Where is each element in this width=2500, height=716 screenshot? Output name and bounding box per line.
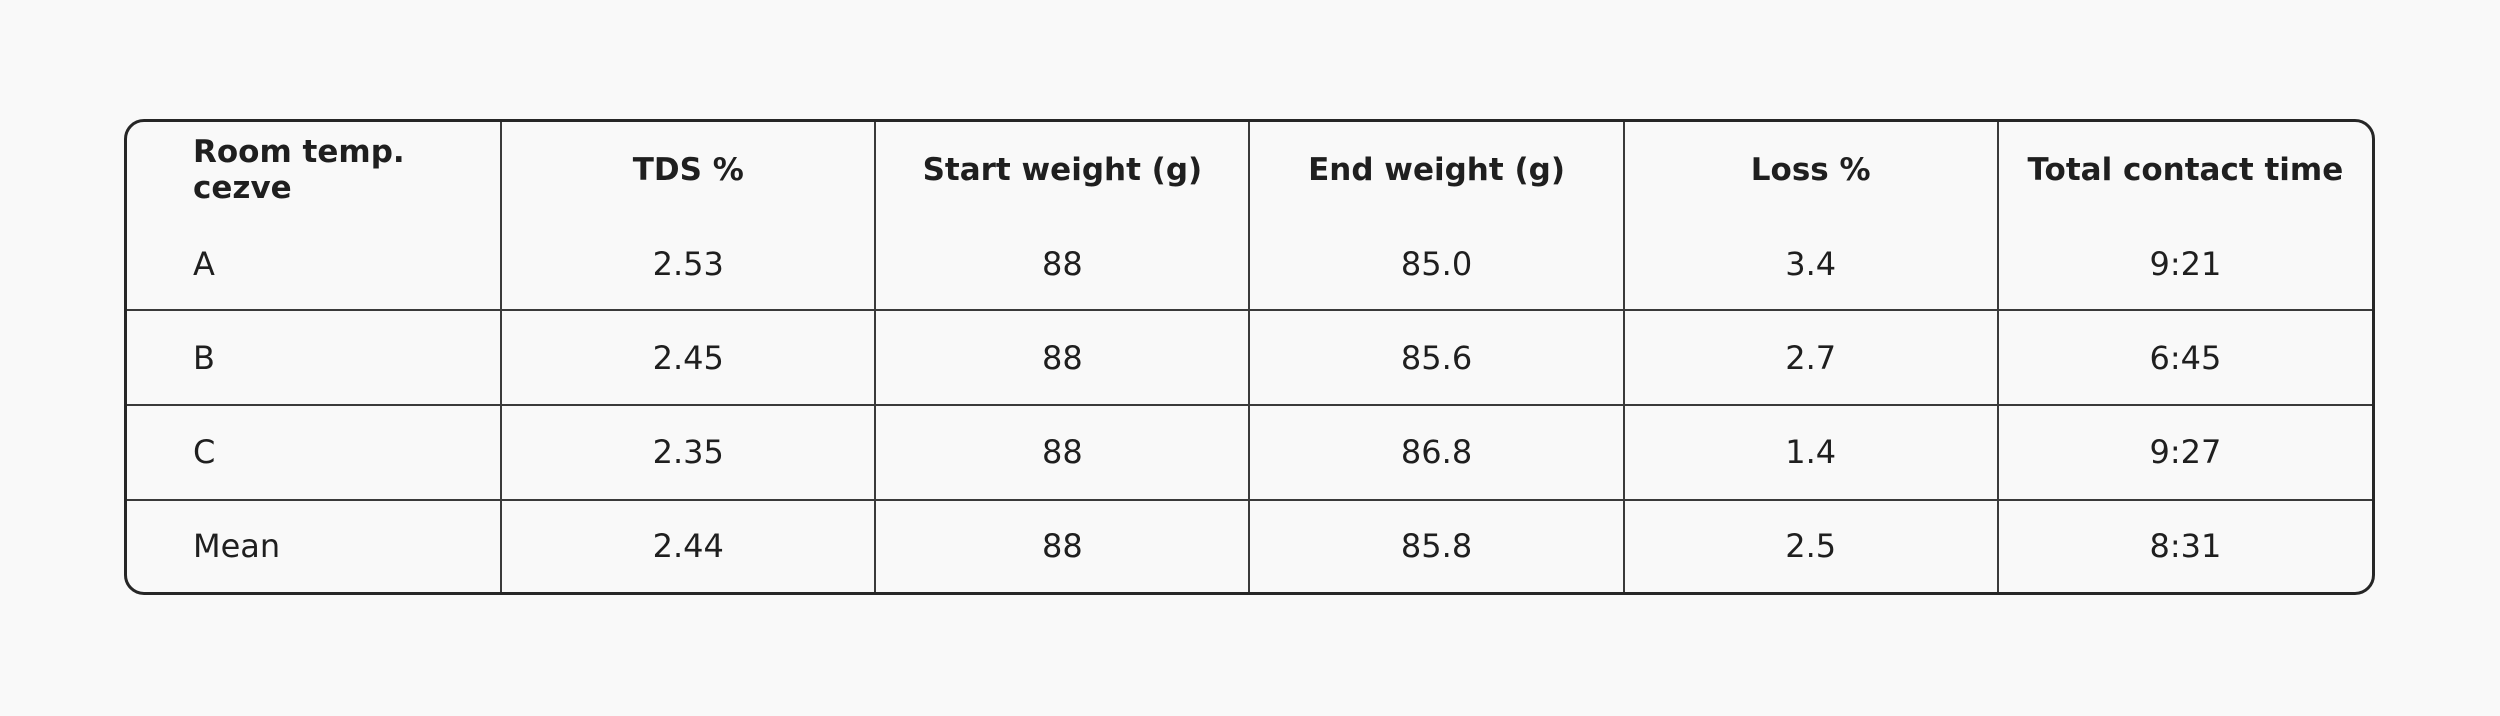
table-cell: 1.4 [1622,403,1999,501]
table-body: A 2.53 88 85.0 3.4 9:21 B 2.45 88 85.6 2.7 6:45 C 2.3… [127,218,2372,592]
table-cell: 6:45 [1996,309,2372,406]
header-cell: Total contact time [1996,122,2372,218]
table-cell: 85.0 [1248,218,1625,312]
table-cell: 8:31 [1996,498,2372,592]
table-cell: 88 [874,498,1251,592]
table-cell: 2.53 [500,218,877,312]
table-cell: 9:21 [1996,218,2372,312]
table-cell: B [127,309,503,406]
table-cell: C [127,403,503,501]
table-cell: 3.4 [1622,218,1999,312]
table-row: B 2.45 88 85.6 2.7 6:45 [127,309,2372,406]
header-cell: Room temp. cezve [127,122,503,218]
table-cell: Mean [127,498,503,592]
table-row: Mean 2.44 88 85.8 2.5 8:31 [127,498,2372,592]
table-row: A 2.53 88 85.0 3.4 9:21 [127,218,2372,312]
results-table: Room temp. cezve TDS % Start weight (g) End… [127,122,2372,592]
table-cell: 2.35 [500,403,877,501]
header-cell: TDS % [500,122,877,218]
table-cell: 88 [874,218,1251,312]
table-cell: 2.5 [1622,498,1999,592]
table-cell: 9:27 [1996,403,2372,501]
header-cell: End weight (g) [1248,122,1625,218]
table-cell: A [127,218,503,312]
table-cell: 85.8 [1248,498,1625,592]
header-cell: Loss % [1622,122,1999,218]
header-row: Room temp. cezve TDS % Start weight (g) End… [127,122,2372,218]
table-cell: 88 [874,403,1251,501]
table-cell: 2.7 [1622,309,1999,406]
table-cell: 2.45 [500,309,877,406]
table-header: Room temp. cezve TDS % Start weight (g) End… [127,122,2372,218]
table-frame: Room temp. cezve TDS % Start weight (g) End… [124,119,2375,595]
table-cell: 2.44 [500,498,877,592]
table-cell: 88 [874,309,1251,406]
table-row: C 2.35 88 86.8 1.4 9:27 [127,403,2372,501]
header-cell: Start weight (g) [874,122,1251,218]
table-cell: 85.6 [1248,309,1625,406]
table-cell: 86.8 [1248,403,1625,501]
